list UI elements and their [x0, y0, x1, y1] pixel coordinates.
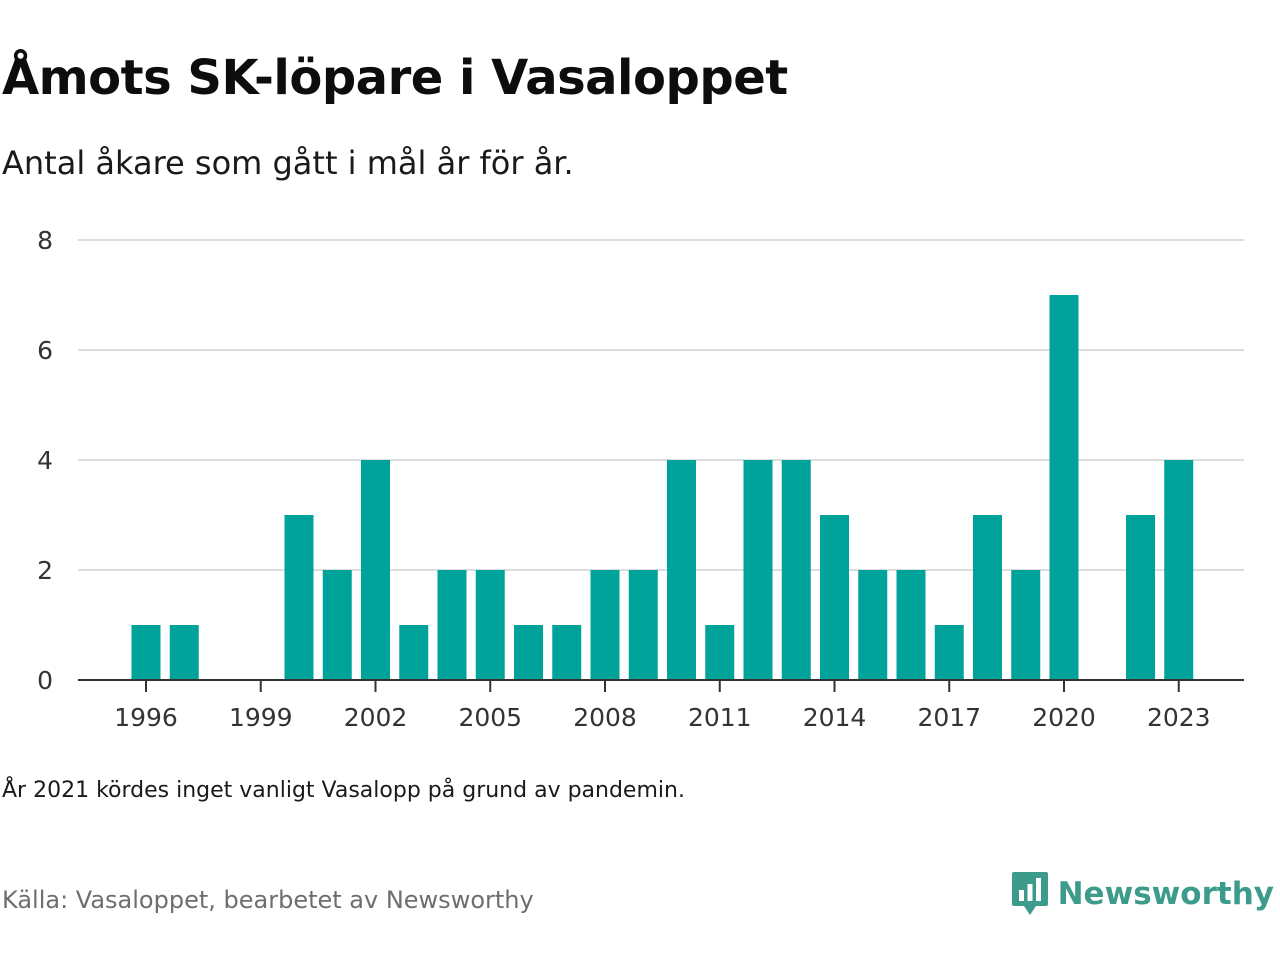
chart-note: År 2021 kördes inget vanligt Vasalopp på… [2, 778, 685, 803]
bar-2023 [1164, 460, 1194, 680]
bar-2009 [628, 570, 658, 680]
source-text: Källa: Vasaloppet, bearbetet av Newswort… [2, 886, 534, 914]
bar-2005 [475, 570, 505, 680]
newsworthy-chat-bar-icon [1011, 872, 1048, 915]
x-tick-label-2008: 2008 [573, 703, 637, 732]
bar-2022 [1126, 515, 1155, 680]
bar-2012 [743, 460, 773, 680]
x-tick-label-1996: 1996 [114, 703, 178, 732]
y-tick-label-4: 4 [37, 446, 53, 475]
x-tick-label-2011: 2011 [688, 703, 752, 732]
y-tick-labels: 0 2 4 6 8 [37, 226, 53, 695]
x-tick-label-2005: 2005 [458, 703, 522, 732]
bar-2011 [705, 625, 735, 680]
bar-2020 [1049, 295, 1079, 680]
y-tick-label-8: 8 [37, 226, 53, 255]
bar-2008 [590, 570, 620, 680]
x-axis [78, 679, 1244, 692]
bar-2003 [399, 625, 429, 680]
brand-name: Newsworthy [1057, 876, 1274, 912]
bar-2010 [667, 460, 696, 680]
y-tick-label-2: 2 [37, 556, 53, 585]
x-tick-label-2017: 2017 [917, 703, 981, 732]
x-tick-label-2023: 2023 [1147, 703, 1211, 732]
bar-2006 [514, 625, 543, 680]
bar-2004 [437, 570, 467, 680]
x-tick-label-2002: 2002 [344, 703, 408, 732]
bar-2015 [858, 570, 888, 680]
bar-2014 [820, 515, 849, 680]
bar-chart: 0 2 4 6 8 1996 1999 2002 2005 2008 2011 2014 2017 20… [37, 226, 1244, 732]
x-tick-labels: 1996 1999 2002 2005 2008 2011 2014 2017 2020 2023 [114, 703, 1210, 732]
bar-2019 [1011, 570, 1041, 680]
bars [131, 295, 1194, 680]
chart-subtitle: Antal åkare som gått i mål år för år. [2, 144, 574, 182]
bar-2017 [934, 625, 964, 680]
bar-2007 [552, 625, 582, 680]
chart-title: Åmots SK-löpare i Vasaloppet [2, 50, 788, 106]
bar-2002 [361, 460, 390, 680]
x-tick-label-2014: 2014 [803, 703, 867, 732]
y-tick-label-6: 6 [37, 336, 53, 365]
bar-2013 [781, 460, 811, 680]
bar-2018 [973, 515, 1002, 680]
bar-2001 [322, 570, 352, 680]
x-tick-label-2020: 2020 [1032, 703, 1096, 732]
y-tick-label-0: 0 [37, 666, 53, 695]
x-tick-label-1999: 1999 [229, 703, 293, 732]
bar-1996 [131, 625, 161, 680]
bar-2016 [896, 570, 926, 680]
bar-2000 [284, 515, 314, 680]
brand-logo: Newsworthy [1010, 868, 1274, 920]
bar-1997 [169, 625, 199, 680]
